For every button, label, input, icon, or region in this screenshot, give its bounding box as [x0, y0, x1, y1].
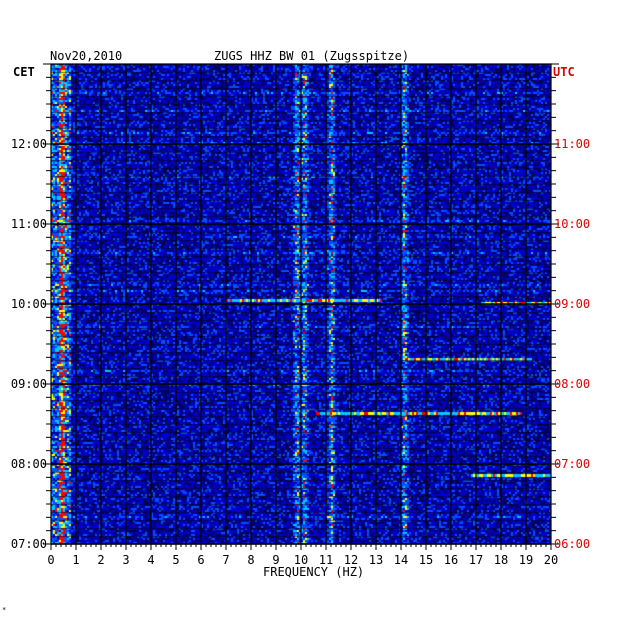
right-time-label: 10:00 [554, 217, 590, 231]
right-time-label: 11:00 [554, 137, 590, 151]
date-label: Nov20,2010 [50, 49, 123, 63]
left-time-label: 08:00 [11, 457, 47, 471]
x-tick-label: 2 [97, 553, 104, 567]
chart-title: ZUGS HHZ BW 01 (Zugsspitze) [214, 49, 410, 63]
x-axis-label: FREQUENCY (HZ) [263, 565, 365, 579]
x-tick-label: 12 [344, 553, 358, 567]
left-time-label: 07:00 [11, 537, 47, 551]
right-time-label: 06:00 [554, 537, 590, 551]
left-time-label: 09:00 [11, 377, 47, 391]
x-tick-label: 6 [197, 553, 204, 567]
x-tick-label: 10 [294, 553, 308, 567]
left-time-label: 10:00 [11, 297, 47, 311]
x-tick-label: 8 [247, 553, 254, 567]
x-tick-label: 13 [369, 553, 383, 567]
footnote-mark: * [2, 606, 7, 614]
x-tick-label: 3 [122, 553, 129, 567]
x-tick-label: 20 [544, 553, 558, 567]
x-tick-label: 18 [494, 553, 508, 567]
x-tick-label: 16 [444, 553, 458, 567]
x-tick-label: 5 [172, 553, 179, 567]
x-tick-label: 7 [222, 553, 229, 567]
right-time-label: 09:00 [554, 297, 590, 311]
left-time-label: 12:00 [11, 137, 47, 151]
x-tick-label: 4 [147, 553, 154, 567]
right-time-label: 07:00 [554, 457, 590, 471]
x-tick-label: 15 [419, 553, 433, 567]
utc-axis-label: UTC [553, 65, 575, 79]
left-time-label: 11:00 [11, 217, 47, 231]
x-tick-label: 11 [319, 553, 333, 567]
x-tick-label: 1 [72, 553, 79, 567]
cet-axis-label: CET [13, 65, 35, 79]
x-tick-label: 0 [47, 553, 54, 567]
x-tick-label: 14 [394, 553, 408, 567]
x-tick-label: 9 [272, 553, 279, 567]
x-tick-label: 17 [469, 553, 483, 567]
x-tick-label: 19 [519, 553, 533, 567]
right-time-label: 08:00 [554, 377, 590, 391]
